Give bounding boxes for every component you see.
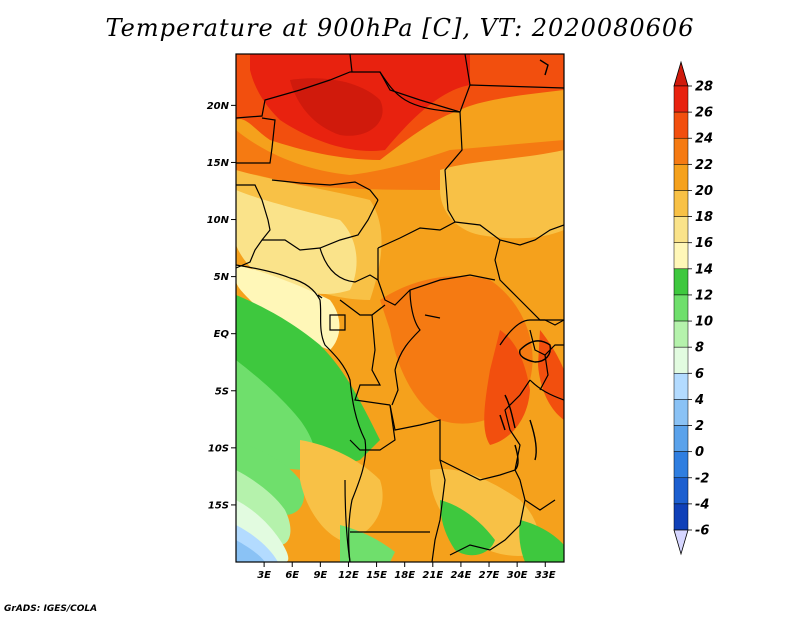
lon-tick-label: 27E (479, 570, 500, 581)
lon-tick-label: 30E (507, 570, 528, 581)
colorbar-swatch (673, 190, 689, 217)
colorbar-label: -4 (695, 497, 709, 512)
lat-tick-label: 15N (207, 158, 230, 169)
lon-tick-label: 3E (257, 570, 271, 581)
lat-tick-label: EQ (214, 329, 230, 340)
colorbar-swatch (673, 346, 689, 374)
colorbar-label: 12 (695, 288, 713, 303)
colorbar-swatch (673, 399, 689, 426)
colorbar-swatch (673, 164, 689, 191)
colorbar-label: 4 (694, 393, 704, 408)
colorbar-label: 2 (695, 419, 704, 434)
colorbar-label: 20 (695, 184, 713, 199)
colorbar-label: 18 (695, 210, 713, 225)
lon-tick-label: 21E (422, 570, 443, 581)
colorbar-swatch (673, 85, 689, 113)
colorbar-top-arrow (673, 60, 689, 87)
footer-credit: GrADS: IGES/COLA (4, 604, 98, 614)
colorbar-label: 24 (695, 132, 713, 147)
chart-title: Temperature at 900hPa [C], VT: 202008060… (105, 14, 695, 42)
lon-tick-label: 12E (338, 570, 359, 581)
lat-tick-label: 5N (214, 272, 230, 283)
map-frame (235, 53, 565, 563)
lat-tick-label: 20N (207, 101, 230, 112)
colorbar-label: -6 (695, 524, 709, 539)
colorbar-swatch (673, 373, 689, 400)
colorbar-label: 14 (695, 262, 713, 277)
colorbar-label: -2 (695, 471, 709, 486)
colorbar-label: 22 (695, 158, 713, 173)
lat-tick-label: 5S (215, 386, 229, 397)
colorbar-label: 10 (695, 315, 713, 330)
colorbar-label: 28 (695, 80, 713, 95)
lat-tick-label: 10N (207, 215, 230, 226)
colorbar-swatch (673, 320, 689, 348)
lat-tick-label: 15S (208, 500, 229, 511)
colorbar-swatch (673, 477, 689, 505)
lon-tick-label: 18E (394, 570, 415, 581)
lon-tick-label: 33E (535, 570, 556, 581)
colorbar-swatch (673, 268, 689, 296)
colorbar-bottom-arrow (673, 529, 689, 556)
coastline (236, 264, 367, 562)
colorbar-swatch (673, 503, 689, 531)
colorbar-label: 26 (695, 106, 713, 121)
country-borders (236, 54, 564, 562)
colorbar-label: 8 (695, 341, 704, 356)
latitude-axis: 20N 15N 10N 5N EQ 5S 10S 15S (207, 101, 236, 511)
colorbar-swatch (673, 451, 689, 479)
colorbar-swatch (673, 111, 689, 139)
colorbar-swatch (673, 242, 689, 270)
longitude-axis: 3E 6E 9E 12E 15E 18E 21E 24E 27E 30E 33E (257, 562, 556, 581)
lon-tick-label: 9E (313, 570, 327, 581)
lon-tick-label: 15E (366, 570, 387, 581)
lon-tick-label: 24E (451, 570, 472, 581)
colorbar-swatch (673, 294, 689, 322)
lakes (317, 59, 552, 471)
temperature-field (236, 54, 564, 562)
colorbar-label: 0 (695, 445, 704, 460)
lat-tick-label: 10S (208, 443, 229, 454)
colorbar-label: 6 (695, 367, 704, 382)
colorbar-label: 16 (695, 236, 713, 251)
lon-tick-label: 6E (285, 570, 299, 581)
colorbar-swatch (673, 216, 689, 243)
colorbar-swatch (673, 425, 689, 452)
colorbar-swatch (673, 137, 689, 165)
